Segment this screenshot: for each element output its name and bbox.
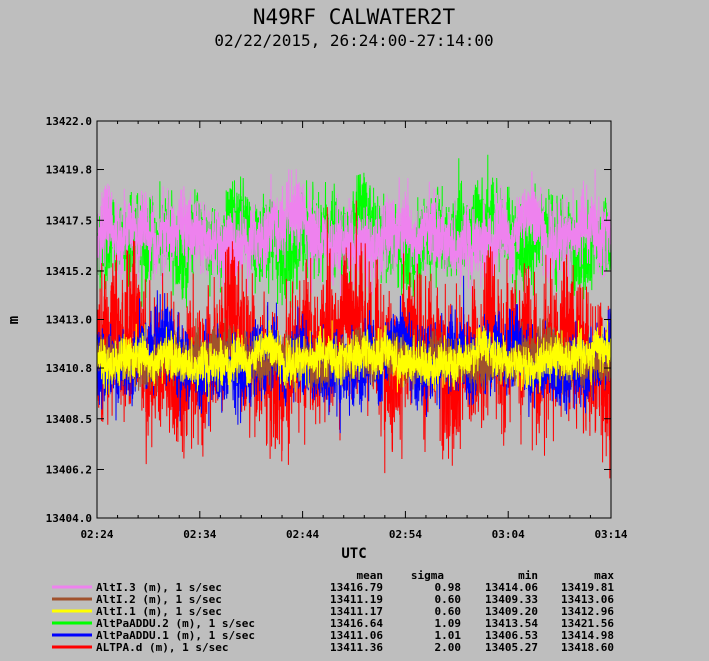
stats-value: 13409.33 [485,593,538,606]
legend: mean sigma min max AltI.3 (m), 1 s/sec 13416.… [52,569,614,654]
stats-value: 13411.36 [330,641,383,654]
stats-value: 13421.56 [561,617,614,630]
stats-value: 0.98 [435,581,462,594]
stats-value: 13418.60 [561,641,614,654]
x-tick-label: 02:24 [80,528,113,541]
stats-value: 0.60 [435,605,462,618]
y-tick-label: 13406.2 [46,463,92,476]
stats-value: 13416.79 [330,581,383,594]
x-tick-label: 03:14 [594,528,627,541]
stats-value: 0.60 [435,593,462,606]
stats-value: 13409.20 [485,605,538,618]
y-axis-label: m [6,316,22,324]
stats-value: 13405.27 [485,641,538,654]
legend-label: AltI.3 (m), 1 s/sec [96,581,222,594]
x-axis: 02:24 02:34 02:44 02:54 03:04 03:14 [80,121,628,541]
y-tick-label: 13410.8 [46,362,92,375]
stats-header: max [594,569,614,582]
legend-label: AltI.1 (m), 1 s/sec [96,605,222,618]
series-line [96,320,612,402]
y-tick-label: 13419.8 [46,164,92,177]
x-tick-label: 02:44 [286,528,319,541]
stats-header: sigma [411,569,444,582]
stats-value: 13406.53 [485,629,538,642]
stats-value: 13411.06 [330,629,383,642]
y-tick-label: 13408.5 [46,413,92,426]
stats-header: mean [357,569,384,582]
x-tick-label: 03:04 [492,528,525,541]
stats-value: 13413.54 [485,617,538,630]
legend-label: AltPaADDU.2 (m), 1 s/sec [96,617,255,630]
legend-label: AltPaADDU.1 (m), 1 s/sec [96,629,255,642]
stats-value: 1.01 [435,629,462,642]
y-tick-label: 13404.0 [46,512,92,525]
y-axis: 13404.0 13406.2 13408.5 13410.8 13413.0 13415… [46,115,611,525]
x-tick-label: 02:54 [389,528,422,541]
stats-header: min [518,569,538,582]
series-line [96,169,612,297]
y-tick-label: 13415.2 [46,265,92,278]
stats-value: 13412.96 [561,605,614,618]
stats-value: 13414.98 [561,629,614,642]
stats-value: 13411.19 [330,593,383,606]
chart-title: N49RF CALWATER2T [253,5,456,29]
stats-value: 13413.06 [561,593,614,606]
legend-label: AltI.2 (m), 1 s/sec [96,593,222,606]
x-tick-label: 02:34 [183,528,216,541]
plot-lines [96,154,612,479]
stats-value: 13414.06 [485,581,538,594]
stats-value: 2.00 [435,641,462,654]
stats-value: 1.09 [435,617,462,630]
stats-value: 13419.81 [561,581,614,594]
y-tick-label: 13413.0 [46,314,92,327]
x-axis-label: UTC [341,546,366,562]
stats-value: 13416.64 [330,617,383,630]
y-tick-label: 13422.0 [46,115,92,128]
stats-value: 13411.17 [330,605,383,618]
chart-subtitle: 02/22/2015, 26:24:00-27:14:00 [214,31,493,50]
y-tick-label: 13417.5 [46,214,92,227]
legend-label: ALTPA.d (m), 1 s/sec [96,641,228,654]
